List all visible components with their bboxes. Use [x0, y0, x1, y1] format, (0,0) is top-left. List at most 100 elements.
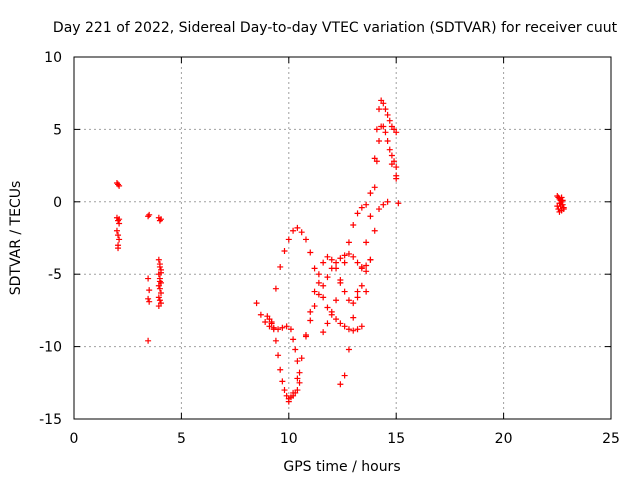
data-point — [292, 346, 299, 353]
data-point — [311, 288, 318, 295]
data-point — [285, 236, 292, 243]
data-point — [311, 303, 318, 310]
data-point — [337, 279, 344, 286]
data-point — [382, 129, 389, 136]
data-point — [279, 378, 286, 385]
y-tick-label: -10 — [39, 340, 62, 356]
data-point — [290, 227, 297, 234]
data-point — [311, 265, 318, 272]
x-tick-label: 10 — [280, 431, 298, 447]
data-point — [367, 190, 374, 197]
data-point — [395, 200, 402, 207]
y-tick-label: 5 — [53, 122, 62, 138]
data-point — [262, 318, 269, 325]
data-point — [253, 300, 260, 307]
data-point — [388, 152, 395, 159]
data-point — [320, 329, 327, 336]
data-point — [298, 355, 305, 362]
data-point — [393, 164, 400, 171]
data-point — [341, 259, 348, 266]
data-point — [298, 229, 305, 236]
data-point — [270, 326, 277, 333]
data-point — [333, 259, 340, 266]
data-point — [145, 213, 152, 220]
data-point — [337, 320, 344, 327]
data-point — [341, 288, 348, 295]
data-point — [113, 227, 120, 234]
data-point — [354, 294, 361, 301]
data-point — [268, 318, 275, 325]
data-point — [350, 253, 357, 260]
y-tick-labels: -15 -10 -5 0 5 10 — [39, 50, 62, 428]
grid — [74, 57, 611, 419]
data-point — [320, 259, 327, 266]
data-point — [350, 314, 357, 321]
series-sat-d — [302, 250, 374, 340]
plot-frame — [73, 56, 612, 420]
data-point — [272, 337, 279, 344]
data-point — [386, 146, 393, 153]
data-point — [345, 239, 352, 246]
data-point — [315, 291, 322, 298]
x-tick-label: 5 — [177, 431, 186, 447]
data-point — [146, 287, 153, 294]
data-point — [341, 252, 348, 259]
data-point — [384, 111, 391, 118]
data-point — [358, 265, 365, 272]
data-point — [157, 269, 164, 276]
data-point — [376, 206, 383, 213]
data-point — [116, 236, 123, 243]
series-sat-a — [253, 300, 303, 402]
data-point — [358, 323, 365, 330]
data-point — [264, 313, 271, 320]
series-sat-early — [113, 179, 164, 344]
data-point — [558, 207, 565, 214]
axis-ticks — [73, 56, 612, 420]
data-point — [277, 366, 284, 373]
data-point — [157, 290, 164, 297]
data-point — [156, 278, 163, 285]
data-point — [257, 311, 264, 318]
data-point — [155, 303, 162, 310]
data-point — [272, 285, 279, 292]
y-tick-label: -15 — [39, 412, 62, 428]
chart-title: Day 221 of 2022, Sidereal Day-to-day VTE… — [53, 20, 618, 36]
x-tick-label: 15 — [387, 431, 405, 447]
x-tick-label: 25 — [602, 431, 620, 447]
data-point — [157, 216, 164, 223]
data-point — [382, 106, 389, 113]
data-point — [145, 295, 152, 302]
data-point — [294, 358, 301, 365]
data-point — [380, 100, 387, 107]
data-point — [156, 297, 163, 304]
data-point — [145, 275, 152, 282]
data-point — [354, 210, 361, 217]
data-point — [281, 248, 288, 255]
data-point — [393, 129, 400, 136]
data-point — [341, 323, 348, 330]
data-point — [384, 198, 391, 205]
data-point — [337, 255, 344, 262]
y-axis-label: SDTVAR / TECUs — [8, 181, 24, 296]
data-point — [373, 126, 380, 133]
data-point — [371, 184, 378, 191]
data-point — [156, 263, 163, 270]
series-sat-b — [268, 224, 365, 334]
data-point — [115, 181, 122, 188]
data-point — [376, 137, 383, 144]
y-tick-label: 0 — [53, 195, 62, 211]
data-point — [294, 224, 301, 231]
data-point — [281, 387, 288, 394]
data-point — [307, 308, 314, 315]
data-point — [279, 324, 286, 331]
data-point — [345, 346, 352, 353]
x-tick-label: 20 — [495, 431, 513, 447]
data-point — [350, 300, 357, 307]
data-point — [307, 249, 314, 256]
data-point — [333, 297, 340, 304]
data-point — [287, 326, 294, 333]
data-point — [307, 317, 314, 324]
data-point — [345, 297, 352, 304]
x-tick-label: 0 — [70, 431, 79, 447]
